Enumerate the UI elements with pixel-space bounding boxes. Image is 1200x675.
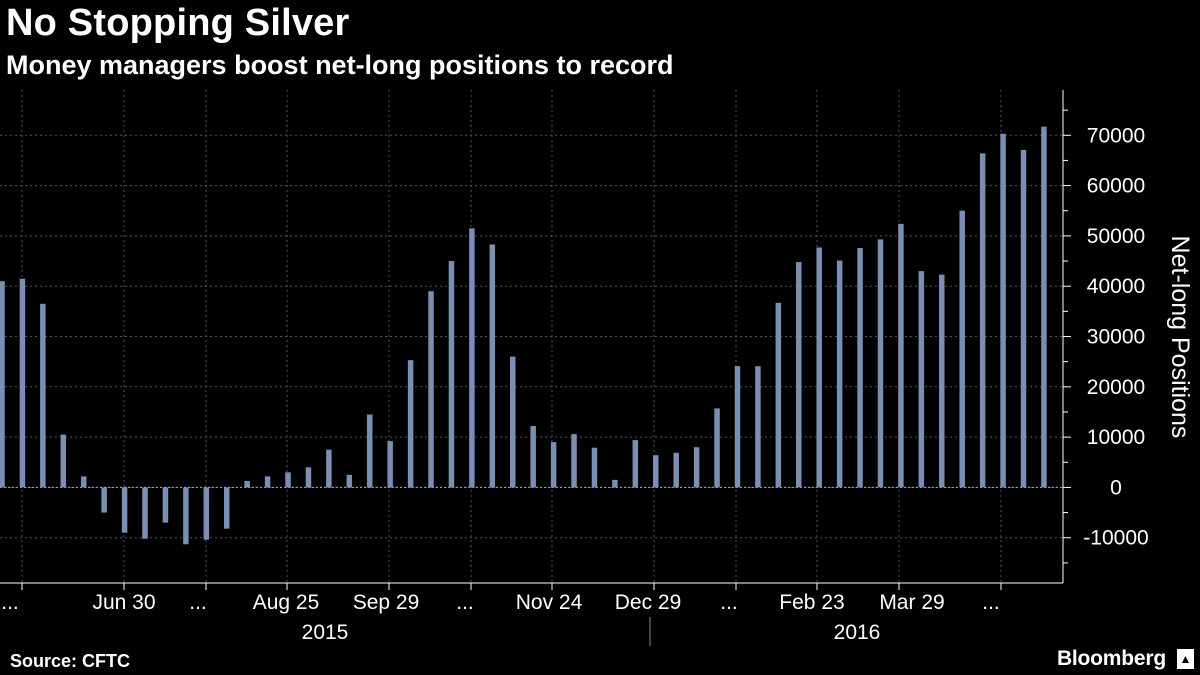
bar xyxy=(775,302,782,488)
bar xyxy=(285,472,291,488)
chart-title: No Stopping Silver xyxy=(6,2,350,44)
bar xyxy=(60,434,67,488)
bar xyxy=(428,291,434,488)
x-tick-label: ... xyxy=(1,591,19,614)
y-tick-label: 0 xyxy=(1110,476,1122,499)
bar xyxy=(591,447,598,488)
x-tick-label: ... xyxy=(720,591,738,614)
chart-subtitle: Money managers boost net-long positions … xyxy=(6,50,674,80)
bar xyxy=(469,228,475,488)
x-tick-label: Aug 25 xyxy=(253,591,320,614)
bar xyxy=(162,487,169,523)
bar xyxy=(448,261,455,488)
x-tick-label: Jun 30 xyxy=(92,591,155,614)
bar xyxy=(326,449,332,488)
x-tick-label: Sep 29 xyxy=(353,591,420,614)
y-tick-label: 30000 xyxy=(1087,326,1145,349)
bar xyxy=(407,360,414,488)
source-note: Source: CFTC xyxy=(10,651,131,671)
x-tick-label: Feb 23 xyxy=(779,591,844,614)
bar xyxy=(714,408,720,488)
bar xyxy=(346,474,353,488)
bloomberg-terminal-icon: ▲ xyxy=(1177,649,1194,669)
bar xyxy=(693,447,700,488)
y-tick-label: 20000 xyxy=(1087,376,1145,399)
bar xyxy=(877,239,884,488)
bar xyxy=(264,476,271,488)
bar-series xyxy=(0,126,1047,545)
bar xyxy=(387,441,393,488)
bar xyxy=(40,303,46,488)
bar xyxy=(734,366,741,488)
bar xyxy=(183,487,189,545)
bar xyxy=(857,247,863,488)
bar xyxy=(571,434,577,488)
y-axis-label: Net-long Positions xyxy=(1166,236,1194,439)
bar xyxy=(510,356,516,488)
bar xyxy=(1000,133,1006,488)
bar xyxy=(1020,149,1027,488)
bar xyxy=(203,487,210,540)
bar xyxy=(632,440,639,488)
bar xyxy=(755,366,761,488)
bar xyxy=(816,247,822,488)
bar xyxy=(653,455,659,488)
bar xyxy=(244,480,250,488)
bar xyxy=(612,479,618,488)
bar xyxy=(530,426,536,488)
bar xyxy=(959,210,965,488)
bar xyxy=(550,442,557,488)
bar xyxy=(836,260,843,488)
x-tick-label: Mar 29 xyxy=(879,591,944,614)
y-tick-label: 50000 xyxy=(1087,225,1145,248)
bar xyxy=(80,476,87,488)
axes: -10000 0 10000 20000 30000 40000 50000 60000 700… xyxy=(0,90,1149,646)
bar xyxy=(19,278,26,488)
x-tick-label: Dec 29 xyxy=(615,591,682,614)
bar xyxy=(1041,126,1047,488)
bar xyxy=(142,487,148,539)
y-tick-label: 10000 xyxy=(1087,426,1145,449)
bar xyxy=(796,262,802,488)
bar xyxy=(939,274,945,488)
bar xyxy=(101,487,107,513)
bar xyxy=(673,452,679,488)
bar xyxy=(305,467,312,488)
bar xyxy=(0,281,5,488)
bar xyxy=(898,223,904,488)
x-tick-label: ... xyxy=(456,591,474,614)
bar xyxy=(366,414,373,488)
year-label: 2016 xyxy=(834,621,881,644)
y-tick-label: 70000 xyxy=(1087,124,1145,147)
bar xyxy=(489,244,496,488)
x-tick-label: Nov 24 xyxy=(516,591,583,614)
bar xyxy=(121,487,128,533)
year-label: 2015 xyxy=(302,621,349,644)
bar xyxy=(223,487,230,529)
bloomberg-logo: Bloomberg xyxy=(1056,647,1166,670)
bar xyxy=(979,153,986,488)
bar xyxy=(918,271,925,488)
x-tick-label: ... xyxy=(982,591,1000,614)
y-tick-label: 40000 xyxy=(1087,275,1145,298)
y-tick-label: 60000 xyxy=(1087,175,1145,198)
y-tick-label: -10000 xyxy=(1083,527,1148,550)
x-tick-label: ... xyxy=(189,591,207,614)
